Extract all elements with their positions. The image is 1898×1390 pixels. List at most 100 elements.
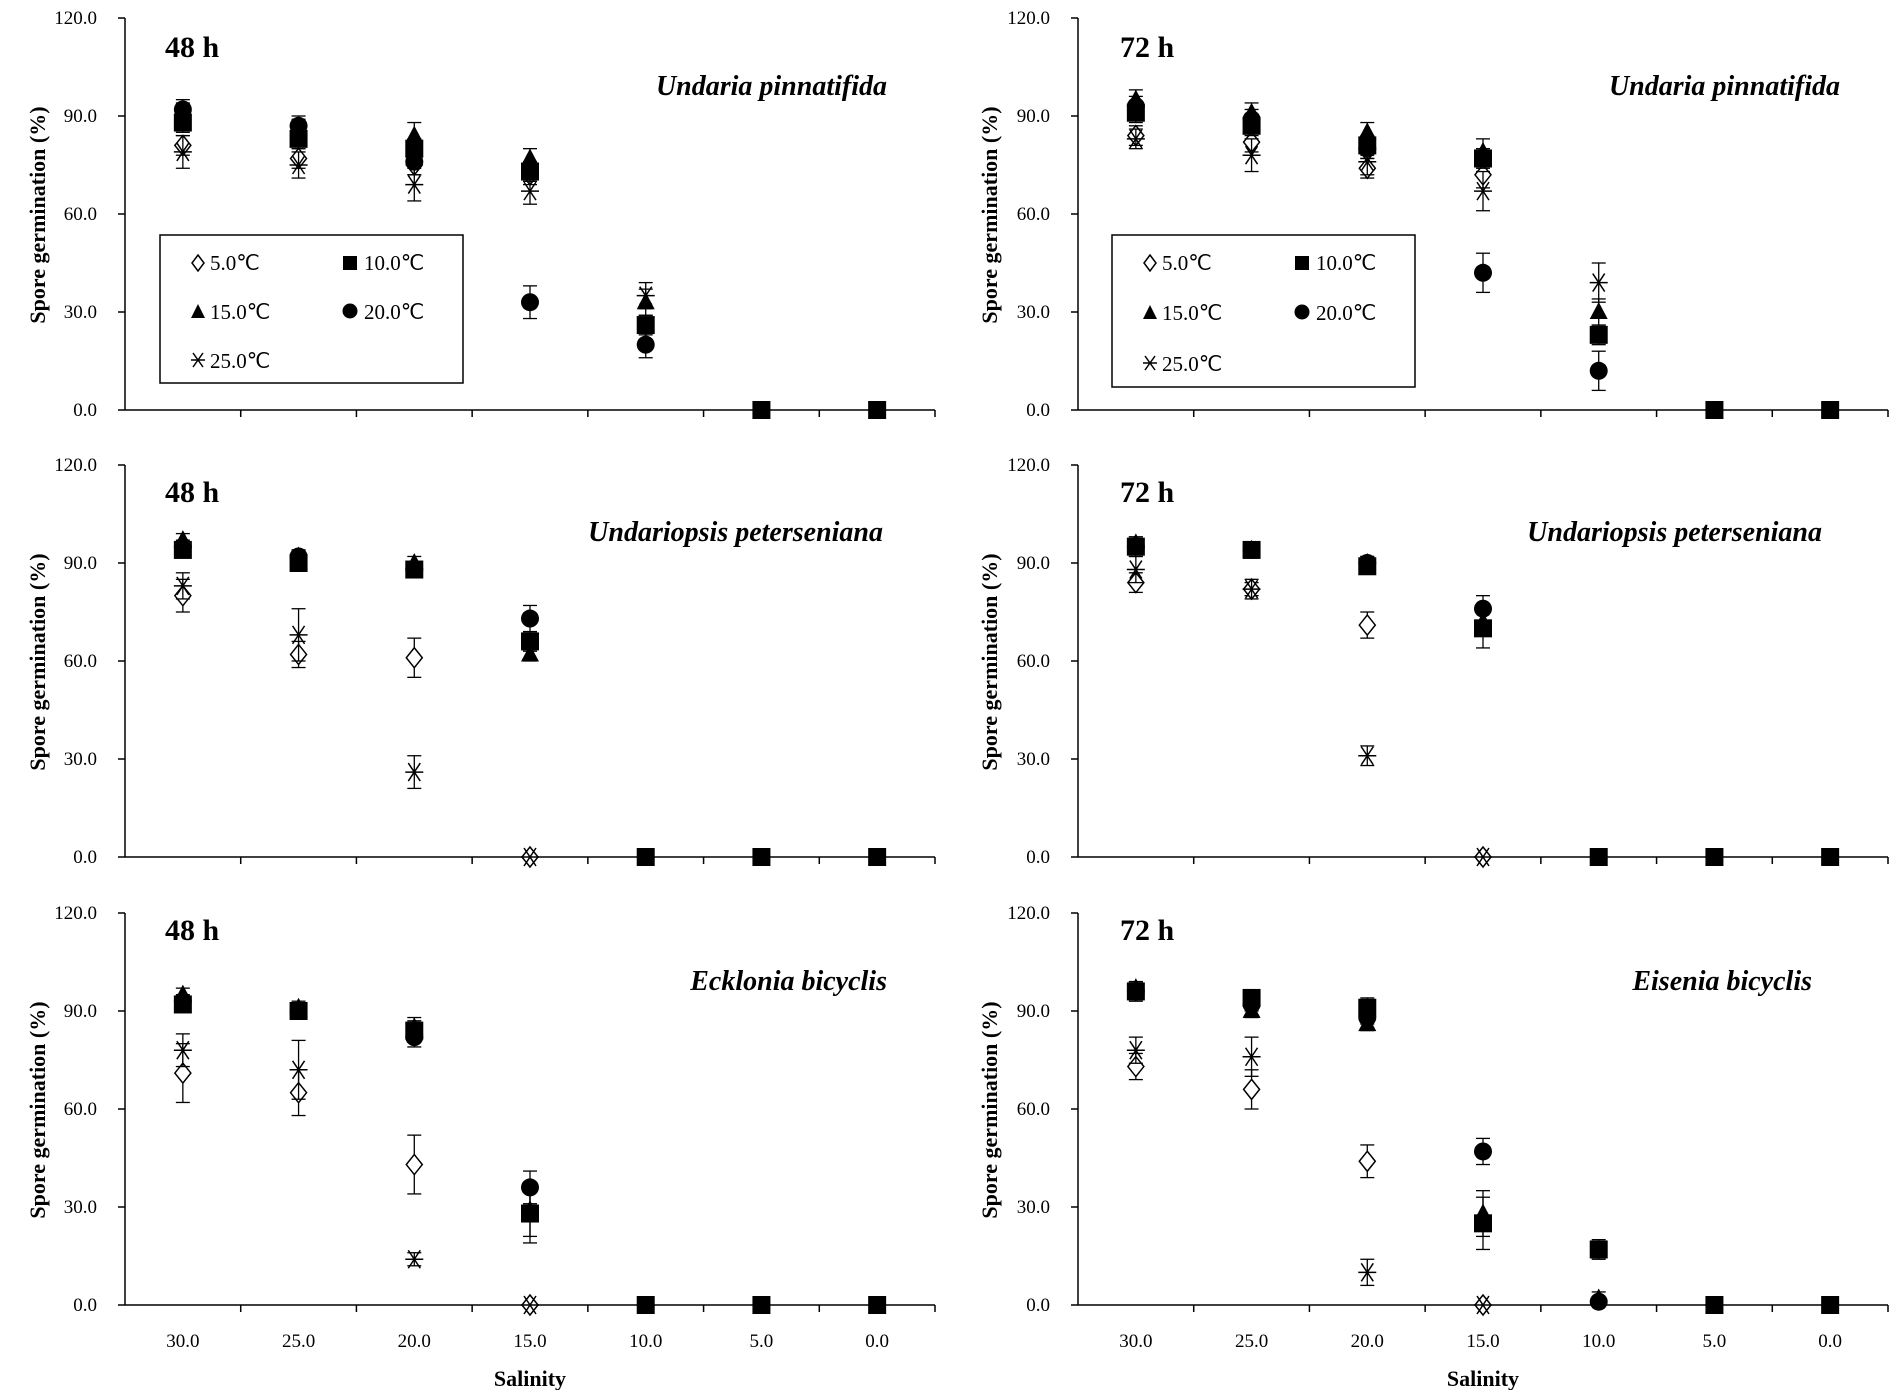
data-point-star (289, 1060, 308, 1080)
data-point-diamond-open (1242, 1078, 1261, 1101)
x-tick-label: 0.0 (1818, 1331, 1842, 1352)
legend-item-5c: 5.0℃ (191, 251, 260, 275)
data-point-circle (1474, 1142, 1492, 1161)
x-tick-label: 15.0 (1466, 1331, 1499, 1352)
panel-time-label: 48 h (165, 31, 220, 64)
y-tick-label: 30.0 (1017, 1197, 1050, 1218)
legend-label-10c: 10.0℃ (1316, 251, 1376, 275)
data-point-star (1126, 129, 1145, 149)
data-point-star (521, 847, 539, 867)
data-point-circle (173, 537, 192, 556)
data-point-circle (1126, 97, 1145, 116)
filled-circle-icon (342, 303, 358, 319)
data-point-square (752, 401, 771, 419)
data-point-star (1126, 1040, 1145, 1060)
y-tick-label: 30.0 (1017, 302, 1050, 323)
y-tick-label: 120.0 (1007, 8, 1050, 29)
panel-72h-eisenia-bicyclis: Spore germination (%) 72 h Eisenia bicyc… (977, 903, 1889, 1390)
legend-label-25c: 25.0℃ (210, 349, 270, 373)
data-point-circle (1358, 554, 1377, 572)
data-point-circle (173, 992, 192, 1011)
legend-label-5c: 5.0℃ (1162, 251, 1212, 275)
data-point-star (405, 175, 424, 195)
data-point-circle (1589, 1292, 1608, 1311)
legend: 5.0℃ 10.0℃ 15.0℃ 20.0℃ 25.0℃ (1111, 234, 1416, 388)
y-tick-label: 60.0 (1017, 651, 1050, 672)
data-point-square (1705, 1296, 1724, 1314)
y-tick-label: 30.0 (1017, 749, 1050, 770)
legend-box (1111, 234, 1416, 388)
asterisk-icon (1143, 355, 1157, 371)
y-tick-label: 0.0 (73, 400, 97, 421)
y-axis-title: Spore germination (%) (25, 1001, 50, 1218)
y-tick-label: 90.0 (64, 553, 97, 574)
plot-area: 0.0 30.0 60.0 90.0 120.0 (1007, 455, 1889, 869)
panel-48h-undaria-pinnatifida: Spore germination (%) 48 h Undaria pinna… (25, 8, 936, 421)
data-point-star (1474, 847, 1492, 867)
y-axis-title: Spore germination (%) (977, 553, 1002, 770)
filled-square-icon (343, 256, 357, 270)
x-tick-label: 25.0 (1235, 1331, 1268, 1352)
data-point-triangle (1589, 302, 1608, 319)
plot-area: 0.0 30.0 60.0 90.0 120.0 30.0 25.0 20.0 15.0 10.0… (54, 903, 936, 1352)
data-point-star (1242, 145, 1261, 165)
data-point-circle (1474, 599, 1492, 618)
legend-label-5c: 5.0℃ (210, 251, 260, 275)
y-tick-label: 30.0 (64, 749, 97, 770)
panel-time-label: 72 h (1120, 31, 1175, 64)
legend-item-5c: 5.0℃ (1143, 251, 1212, 275)
y-tick-label: 90.0 (64, 1001, 97, 1022)
legend-label-15c: 15.0℃ (1162, 301, 1222, 325)
panel-species-label: Undaria pinnatifida (656, 71, 887, 102)
data-point-circle (636, 335, 655, 354)
data-point-triangle (521, 644, 539, 662)
data-point-star (1126, 560, 1145, 579)
data-point-circle (405, 1028, 424, 1047)
plot-area: 0.0 30.0 60.0 90.0 120.0 30.0 25.0 20.0 15.0 10.0… (1007, 903, 1889, 1352)
x-axis-title: Salinity (494, 1366, 566, 1390)
filled-triangle-icon (191, 304, 205, 318)
asterisk-icon (191, 352, 205, 368)
x-tick-label: 5.0 (1703, 1331, 1727, 1352)
legend-item-10c: 10.0℃ (1295, 251, 1376, 275)
y-tick-label: 90.0 (1017, 553, 1050, 574)
legend-item-25c: 25.0℃ (191, 349, 270, 373)
data-point-star (1358, 152, 1377, 172)
data-point-star (521, 181, 539, 201)
x-tick-label: 10.0 (1582, 1331, 1615, 1352)
data-point-square (868, 1296, 887, 1314)
x-tick-label: 20.0 (1351, 1331, 1384, 1352)
data-point-star (1474, 181, 1492, 201)
legend-label-20c: 20.0℃ (1316, 301, 1376, 325)
plot-area: 0.0 30.0 60.0 90.0 120.0 (54, 455, 936, 869)
data-point-square (636, 316, 655, 335)
data-point-triangle (405, 125, 424, 143)
data-point-star (521, 1295, 539, 1315)
data-point-triangle (1474, 141, 1492, 159)
data-point-star (289, 625, 308, 645)
data-point-circle (1242, 110, 1261, 129)
data-point-star (1358, 1262, 1377, 1282)
y-axis-title: Spore germination (%) (977, 1001, 1002, 1218)
data-point-circle (289, 547, 308, 566)
y-tick-label: 120.0 (1007, 903, 1050, 924)
y-tick-label: 60.0 (1017, 1099, 1050, 1120)
x-axis-title: Salinity (1447, 1366, 1519, 1390)
data-point-circle (405, 152, 424, 171)
data-point-square (1821, 848, 1840, 866)
data-point-diamond-open (405, 646, 424, 669)
y-tick-label: 30.0 (64, 1197, 97, 1218)
data-point-circle (1242, 995, 1261, 1014)
y-tick-label: 120.0 (54, 455, 97, 476)
data-point-square (1589, 848, 1608, 866)
legend-label-25c: 25.0℃ (1162, 352, 1222, 376)
data-point-triangle (1358, 122, 1377, 140)
y-tick-label: 30.0 (64, 302, 97, 323)
x-tick-label: 30.0 (166, 1331, 199, 1352)
y-axis-title: Spore germination (%) (977, 106, 1002, 323)
x-tick-label: 15.0 (513, 1331, 546, 1352)
plot-area: 0.0 30.0 60.0 90.0 120.0 (1007, 8, 1889, 421)
data-point-star (405, 1249, 424, 1269)
x-tick-label: 20.0 (398, 1331, 431, 1352)
